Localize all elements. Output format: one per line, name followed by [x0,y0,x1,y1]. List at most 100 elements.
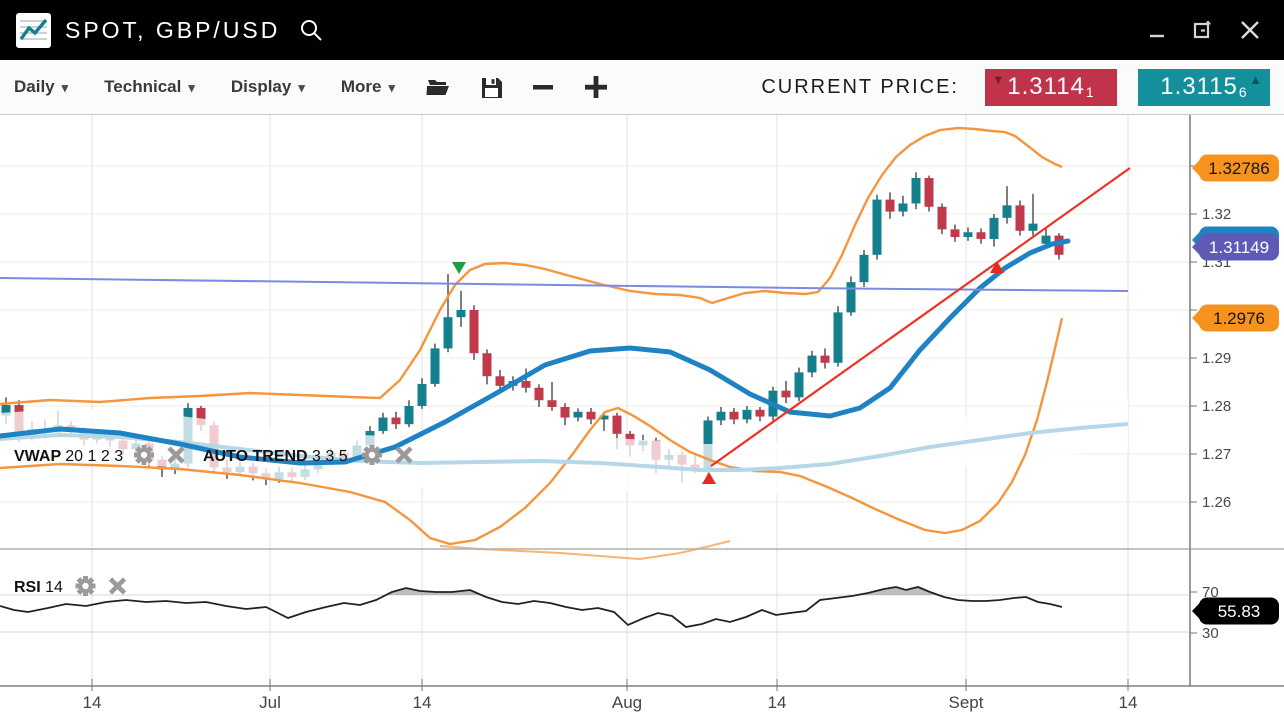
svg-text:1.27: 1.27 [1202,446,1231,463]
minimize-icon[interactable] [1146,19,1168,41]
candle [1,405,11,416]
svg-text:14: 14 [1119,693,1138,712]
candle [924,178,934,207]
bid-price-box[interactable]: ▼ 1.3114 1 [985,68,1117,106]
gridlines [0,115,1190,686]
candle [1002,205,1012,218]
zoom-in-icon[interactable] [582,73,610,101]
candle [898,203,908,212]
vwap-line [0,422,1129,472]
gear-icon[interactable] [134,445,154,465]
chevron-down-icon: ▾ [61,80,69,95]
candle [950,229,960,238]
chart-toolbar: Daily ▾ Technical ▾ Display ▾ More ▾ [0,60,1284,115]
horizontal-level-line [0,277,1129,292]
price-tag: 1.31149 [1192,233,1279,261]
chart-area[interactable]: 1.331.321.311.31.291.281.271.26703014Jul… [0,115,1284,721]
app-logo-icon [16,12,51,48]
svg-text:VWAP 20 1 2 3: VWAP 20 1 2 3 [14,448,123,465]
zoom-out-icon[interactable] [530,74,556,100]
svg-text:1.29: 1.29 [1202,350,1231,367]
window-controls [1146,17,1262,43]
svg-text:AUTO TREND 3 3 5: AUTO TREND 3 3 5 [203,448,348,465]
svg-text:1.32: 1.32 [1202,206,1231,223]
menu-daily-label: Daily [14,77,55,96]
svg-text:70: 70 [1202,584,1219,601]
svg-text:1.26: 1.26 [1202,494,1231,511]
remove-icon[interactable] [395,446,413,464]
svg-text:1.28: 1.28 [1202,398,1231,415]
chevron-down-icon: ▾ [388,80,396,95]
auto-trend-line [710,167,1131,467]
svg-text:Jul: Jul [259,693,281,712]
popout-icon[interactable] [1190,17,1216,43]
menu-display-label: Display [230,77,292,96]
remove-icon[interactable] [108,577,127,595]
candle [547,400,557,407]
title-bar: SPOT, GBP/USD [0,0,1284,60]
search-icon[interactable] [298,17,324,43]
open-folder-icon[interactable] [425,75,453,99]
bollinger-lower-line [0,317,1064,546]
main-chart-canvas[interactable]: 1.331.321.311.31.291.281.271.26703014Jul… [0,115,1284,721]
candle [573,411,583,418]
candle [742,409,752,420]
indicator-legend-rsi: RSI 14 [14,576,127,596]
candle [820,355,830,363]
candle [885,199,895,212]
rsi-panel [0,586,1063,628]
ask-price-box[interactable]: 1.3115 6 ▲ [1138,68,1270,106]
remove-icon[interactable] [167,446,185,464]
svg-text:RSI 14: RSI 14 [14,579,63,596]
bollinger-upper-line [0,126,1063,406]
candle [989,217,999,239]
candle [833,312,843,363]
trend-up-marker [702,472,716,484]
svg-text:14: 14 [768,693,787,712]
menu-technical[interactable]: Technical ▾ [104,77,195,97]
price-tag: 1.32786 [1192,154,1279,182]
candle [859,254,869,283]
candle [872,199,882,255]
gear-icon[interactable] [362,445,382,465]
candle [1041,235,1051,244]
candle [781,390,791,398]
svg-text:Sept: Sept [949,693,984,712]
candles-layer [0,172,1128,496]
arrow-down-icon: ▼ [992,71,1006,87]
rsi-line [0,586,1063,628]
candle [963,232,973,238]
svg-text:55.83: 55.83 [1218,602,1261,621]
candle [612,415,622,434]
svg-text:14: 14 [413,693,432,712]
ask-price-pip: 6 [1238,84,1248,100]
candle [846,282,856,313]
bid-price-pip: 1 [1085,84,1095,100]
candle [482,353,492,377]
candle [560,406,570,418]
current-price-label: CURRENT PRICE: [761,75,959,98]
price-tag: 55.83 [1192,597,1279,625]
candle [937,206,947,230]
symbol-title: SPOT, GBP/USD [65,16,281,43]
menu-display[interactable]: Display ▾ [231,77,305,97]
candle [430,348,440,384]
menu-more[interactable]: More ▾ [341,77,395,97]
svg-text:Aug: Aug [612,693,642,712]
candle [417,383,427,406]
candle [404,406,414,425]
candle [794,372,804,398]
candle [521,381,531,388]
candle [378,417,388,431]
candle [599,415,609,420]
close-icon[interactable] [1238,18,1262,42]
chevron-down-icon: ▾ [188,80,195,95]
candle [534,387,544,401]
gear-icon[interactable] [75,576,96,596]
moving-average-line [0,238,1071,466]
indicator-legend-auto-trend: AUTO TREND 3 3 5 [203,445,413,465]
svg-text:1.32786: 1.32786 [1208,159,1269,178]
save-icon[interactable] [479,75,504,100]
bid-price: 1.3114 [1007,73,1085,100]
menu-daily[interactable]: Daily ▾ [14,77,68,97]
